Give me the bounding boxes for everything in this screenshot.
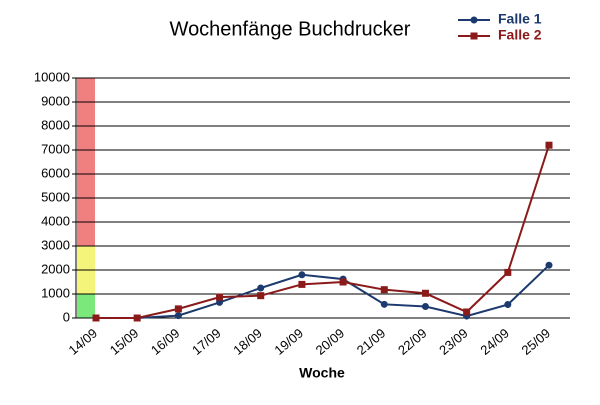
point <box>92 314 100 322</box>
y-tick-label: 2000 <box>41 261 70 276</box>
y-tick-label: 1000 <box>41 285 70 300</box>
legend-marker <box>470 16 478 24</box>
point <box>545 141 553 149</box>
x-tick-label: 18/09 <box>230 325 265 357</box>
point <box>380 286 388 294</box>
legend-marker <box>470 32 478 40</box>
series-line <box>96 144 550 319</box>
series-line <box>96 264 550 319</box>
y-tick-label: 0 <box>63 309 70 324</box>
y-tick-label: 5000 <box>41 189 70 204</box>
x-tick-label: 15/09 <box>107 325 142 357</box>
point <box>174 305 182 313</box>
y-tick-label: 9000 <box>41 93 70 108</box>
point <box>257 292 265 300</box>
legend-label: Falle 2 <box>498 27 542 43</box>
point <box>298 280 306 288</box>
x-tick-label: 24/09 <box>477 325 512 357</box>
point <box>463 308 471 316</box>
y-tick-label: 3000 <box>41 237 70 252</box>
point <box>339 278 347 286</box>
point <box>380 300 388 308</box>
point <box>421 302 429 310</box>
point <box>504 268 512 276</box>
y-tick-label: 7000 <box>41 141 70 156</box>
point <box>174 312 182 320</box>
x-tick-label: 25/09 <box>519 325 554 357</box>
point <box>216 293 224 301</box>
y-tick-label: 10000 <box>34 69 70 84</box>
x-tick-label: 14/09 <box>66 325 101 357</box>
x-tick-label: 22/09 <box>395 325 430 357</box>
point <box>257 284 265 292</box>
chart-title: Wochenfänge Buchdrucker <box>170 18 411 40</box>
threshold-band <box>77 78 95 246</box>
x-tick-label: 23/09 <box>436 325 471 357</box>
x-tick-label: 19/09 <box>271 325 306 357</box>
point <box>298 271 306 279</box>
x-axis-label: Woche <box>299 365 345 381</box>
x-tick-label: 16/09 <box>148 325 183 357</box>
y-tick-label: 4000 <box>41 213 70 228</box>
point <box>504 301 512 309</box>
threshold-band <box>77 294 95 318</box>
point <box>545 261 553 269</box>
point <box>216 298 224 306</box>
y-tick-label: 8000 <box>41 117 70 132</box>
point <box>133 314 141 322</box>
point <box>421 289 429 297</box>
y-tick-label: 6000 <box>41 165 70 180</box>
legend-label: Falle 1 <box>498 11 542 27</box>
x-tick-label: 17/09 <box>189 325 224 357</box>
x-tick-label: 21/09 <box>354 325 389 357</box>
x-tick-label: 20/09 <box>313 325 348 357</box>
